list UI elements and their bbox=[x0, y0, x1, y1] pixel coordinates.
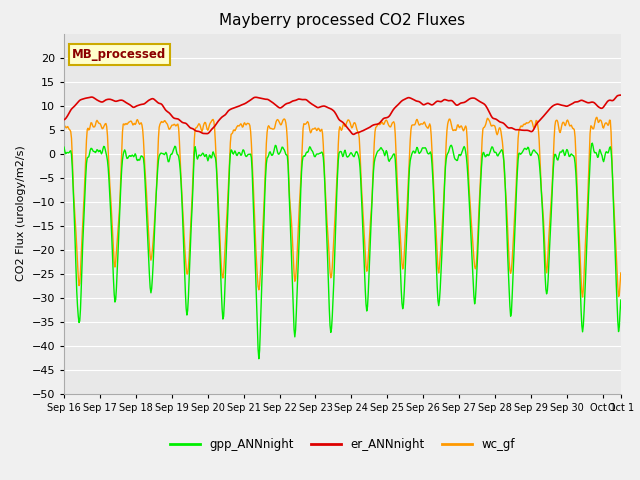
wc_gf bbox=[63, 125, 70, 131]
er_ANNnight bbox=[60, 117, 68, 122]
gpp_ANNnight bbox=[319, 155, 327, 160]
er_ANNnight bbox=[63, 115, 70, 120]
er_ANNnight bbox=[138, 101, 146, 107]
Line: gpp_ANNnight: gpp_ANNnight bbox=[64, 143, 621, 359]
wc_gf bbox=[473, 253, 481, 259]
er_ANNnight bbox=[298, 96, 305, 102]
Line: wc_gf: wc_gf bbox=[64, 117, 621, 297]
er_ANNnight bbox=[474, 97, 481, 103]
gpp_ANNnight bbox=[589, 140, 596, 146]
wc_gf bbox=[593, 114, 601, 120]
gpp_ANNnight bbox=[138, 153, 146, 159]
er_ANNnight bbox=[349, 132, 357, 137]
gpp_ANNnight bbox=[298, 158, 306, 164]
er_ANNnight bbox=[460, 99, 468, 105]
gpp_ANNnight bbox=[617, 297, 625, 303]
gpp_ANNnight bbox=[60, 144, 68, 150]
er_ANNnight bbox=[617, 92, 625, 98]
wc_gf bbox=[60, 123, 68, 129]
Title: Mayberry processed CO2 Fluxes: Mayberry processed CO2 Fluxes bbox=[220, 13, 465, 28]
wc_gf bbox=[319, 131, 326, 136]
Line: er_ANNnight: er_ANNnight bbox=[64, 95, 621, 134]
gpp_ANNnight bbox=[474, 251, 481, 257]
wc_gf bbox=[460, 128, 467, 134]
wc_gf bbox=[138, 122, 146, 128]
wc_gf bbox=[579, 294, 586, 300]
wc_gf bbox=[298, 160, 305, 166]
er_ANNnight bbox=[319, 103, 326, 109]
gpp_ANNnight bbox=[460, 144, 468, 149]
gpp_ANNnight bbox=[63, 150, 70, 156]
gpp_ANNnight bbox=[255, 356, 262, 361]
Text: MB_processed: MB_processed bbox=[72, 48, 166, 61]
Y-axis label: CO2 Flux (urology/m2/s): CO2 Flux (urology/m2/s) bbox=[16, 146, 26, 281]
Legend: gpp_ANNnight, er_ANNnight, wc_gf: gpp_ANNnight, er_ANNnight, wc_gf bbox=[165, 433, 520, 456]
wc_gf bbox=[617, 270, 625, 276]
